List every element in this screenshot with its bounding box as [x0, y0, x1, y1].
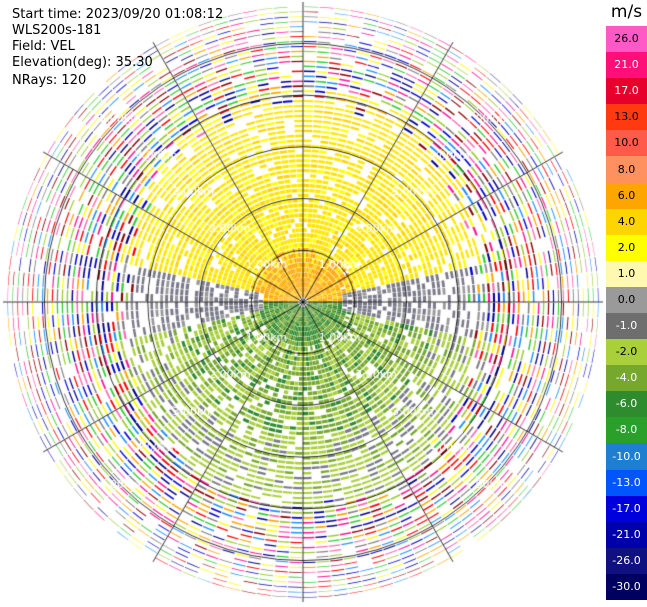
- colorbar-tick-label: 8.0: [617, 162, 636, 176]
- colorbar-tick-label: -4.0: [615, 371, 638, 385]
- colorbar-tick-label: 21.0: [614, 58, 639, 72]
- field-label: Field: VEL: [12, 39, 75, 54]
- colorbar-tick-label: 6.0: [617, 188, 636, 202]
- colorbar-tick-label: 17.0: [614, 84, 639, 98]
- colorbar-segment: [606, 521, 647, 549]
- colorbar: m/s 26.0 21.0 17.0 13.0 10.0 8.0 6.0 4.0 2.0 1.0 0…: [606, 0, 647, 607]
- start-time-label: Start time: 2023/09/20 01:08:12: [12, 7, 224, 22]
- colorbar-segment: [606, 417, 647, 444]
- colorbar-tick-label: 2.0: [617, 240, 636, 254]
- colorbar-title: m/s: [610, 2, 643, 22]
- colorbar-segment: [606, 52, 647, 79]
- colorbar-tick-label: 0.0: [617, 292, 636, 306]
- colorbar-tick-label: -6.0: [615, 397, 638, 411]
- colorbar-segment: [606, 234, 647, 262]
- colorbar-tick-label: -1.0: [615, 319, 638, 333]
- colorbar-tick-label: -30.0: [612, 579, 641, 593]
- colorbar-tick-label: 10.0: [614, 136, 639, 150]
- colorbar-segment: [606, 391, 647, 418]
- nrays-label: NRays: 120: [12, 73, 87, 88]
- colorbar-segment: [606, 365, 647, 392]
- colorbar-segment: [606, 130, 647, 157]
- elevation-label: Elevation(deg): 35.30: [12, 55, 153, 70]
- colorbar-tick-label: -26.0: [612, 553, 641, 567]
- colorbar-tick-label: -17.0: [612, 501, 641, 515]
- colorbar-tick-label: 26.0: [614, 32, 639, 46]
- colorbar-segment: [606, 26, 647, 53]
- colorbar-tick-label: 13.0: [614, 110, 639, 124]
- colorbar-tick-label: -10.0: [612, 449, 641, 463]
- colorbar-segment: [606, 339, 647, 366]
- colorbar-segment: [606, 260, 647, 288]
- colorbar-segment: [606, 104, 647, 131]
- colorbar-tick-label: -21.0: [612, 527, 641, 541]
- colorbar-segment: [606, 469, 647, 497]
- colorbar-segment: [606, 573, 647, 601]
- colorbar-segment: [606, 547, 647, 575]
- colorbar-segment: [606, 208, 647, 236]
- colorbar-tick-label: -2.0: [615, 345, 638, 359]
- station-label: WLS200s-181: [12, 23, 102, 38]
- colorbar-tick-label: -13.0: [612, 475, 641, 489]
- colorbar-segment: [606, 443, 647, 471]
- colorbar-segment: [606, 156, 647, 184]
- colorbar-segment: [606, 495, 647, 523]
- colorbar-tick-label: 4.0: [617, 214, 636, 228]
- colorbar-segment: [606, 78, 647, 105]
- colorbar-tick-label: -8.0: [615, 423, 638, 437]
- colorbar-segment: [606, 182, 647, 210]
- colorbar-tick-label: 1.0: [617, 266, 636, 280]
- colorbar-segment: [606, 313, 647, 340]
- colorbar-segment: [606, 286, 647, 314]
